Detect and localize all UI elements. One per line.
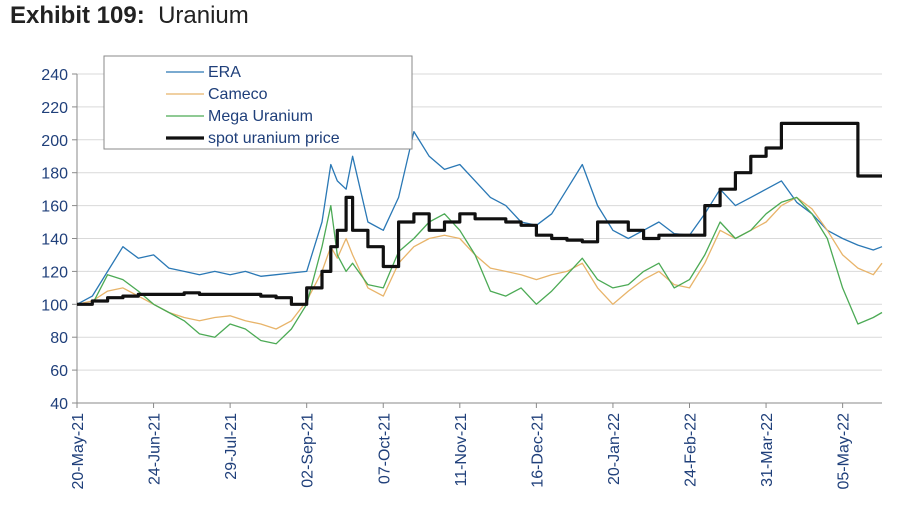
exhibit-number: Exhibit 109: bbox=[10, 2, 145, 29]
y-tick-label: 240 bbox=[41, 67, 68, 84]
legend-label-mega-uranium: Mega Uranium bbox=[208, 108, 313, 125]
x-tick-labels: 20-May-21 24-Jun-21 29-Jul-21 02-Sep-21 07-O… bbox=[70, 403, 853, 489]
legend-label-era: ERA bbox=[208, 64, 241, 81]
legend-box bbox=[103, 55, 413, 150]
x-tick-label: 29-Jul-21 bbox=[223, 413, 240, 480]
legend: ERA Cameco Mega Uranium spot uranium price bbox=[103, 55, 413, 150]
series-lines bbox=[76, 121, 883, 345]
x-tick-label: 02-Sep-21 bbox=[300, 413, 317, 488]
x-tick-label: 07-Oct-21 bbox=[376, 413, 393, 484]
y-tick-label: 40 bbox=[50, 396, 68, 413]
x-tick-label: 11-Nov-21 bbox=[453, 413, 470, 487]
series-line-cameco bbox=[76, 196, 883, 330]
y-tick-label: 100 bbox=[41, 297, 68, 314]
x-tick-label: 24-Feb-22 bbox=[683, 413, 700, 487]
series-line-mega-uranium bbox=[77, 196, 883, 345]
series-line-spot-uranium-price bbox=[77, 121, 882, 306]
y-tick-label: 60 bbox=[50, 363, 68, 380]
exhibit-title: Exhibit 109: Uranium bbox=[10, 2, 249, 30]
legend-label-spot-uranium-price: spot uranium price bbox=[208, 130, 340, 147]
x-tick-label: 05-May-22 bbox=[836, 413, 853, 490]
x-tick-label: 16-Dec-21 bbox=[529, 413, 546, 488]
x-tick-label: 20-Jan-22 bbox=[606, 413, 623, 485]
y-tick-label: 180 bbox=[41, 166, 68, 183]
series-line-era bbox=[76, 130, 883, 305]
y-tick-label: 140 bbox=[41, 232, 68, 249]
x-tick-label: 20-May-21 bbox=[70, 413, 87, 490]
y-tick-label: 80 bbox=[50, 330, 68, 347]
y-tick-labels: 40 60 80 100 120 140 160 180 200 220 240 bbox=[41, 67, 77, 413]
y-tick-label: 220 bbox=[41, 100, 68, 117]
y-tick-label: 200 bbox=[41, 133, 68, 150]
x-tick-label: 31-Mar-22 bbox=[759, 413, 776, 487]
exhibit-subject: Uranium bbox=[158, 2, 249, 29]
y-tick-label: 160 bbox=[41, 199, 68, 216]
y-tick-label: 120 bbox=[41, 264, 68, 281]
x-tick-label: 24-Jun-21 bbox=[147, 413, 164, 485]
legend-label-cameco: Cameco bbox=[208, 86, 268, 103]
